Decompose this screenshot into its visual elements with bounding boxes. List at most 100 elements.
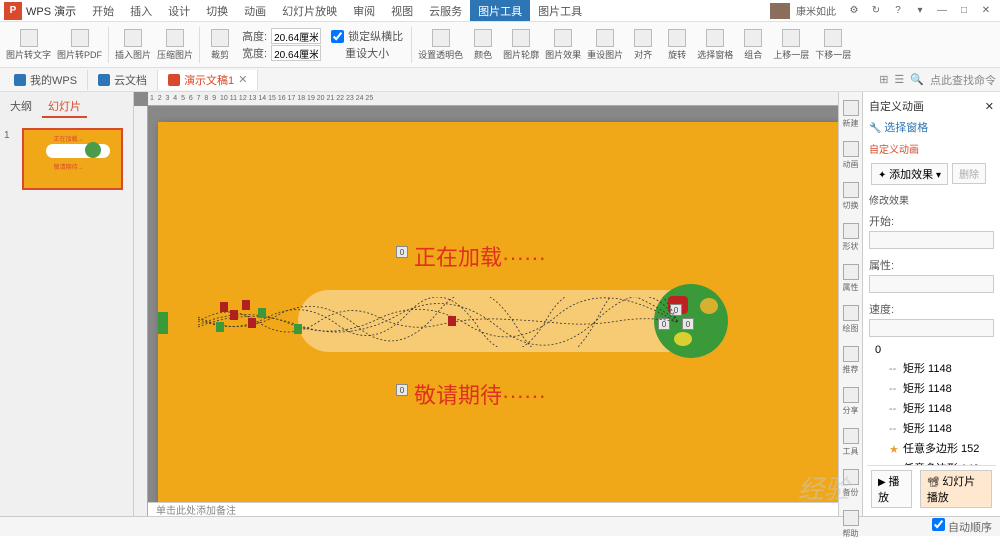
ribbon-重设图片[interactable]: 重设图片 bbox=[585, 27, 625, 63]
outline-tab-outline[interactable]: 大纲 bbox=[4, 96, 38, 118]
path-marker[interactable] bbox=[242, 300, 250, 310]
green-bar bbox=[158, 312, 168, 334]
ribbon-下移一层[interactable]: 下移一层 bbox=[813, 27, 853, 63]
minimize-icon[interactable]: — bbox=[932, 2, 952, 20]
slideshow-tab[interactable]: 📽 幻灯片播放 bbox=[920, 470, 992, 508]
sidebar-帮助[interactable]: 帮助 bbox=[843, 510, 859, 539]
sidebar-属性[interactable]: 属性 bbox=[843, 264, 859, 293]
ribbon-crop[interactable]: 裁剪 bbox=[204, 27, 236, 63]
doc-tab[interactable]: 演示文稿1 ✕ bbox=[158, 70, 258, 90]
auto-order[interactable]: 自动顺序 bbox=[932, 518, 992, 535]
ribbon-颜色[interactable]: 颜色 bbox=[467, 27, 499, 63]
menu-tabs: 开始插入设计切换动画幻灯片放映审阅视图云服务图片工具图片工具 bbox=[84, 0, 590, 21]
add-effect-button[interactable]: ✦ 添加效果 ▾ bbox=[871, 163, 948, 185]
ribbon-图片轮廓[interactable]: 图片轮廓 bbox=[501, 27, 541, 63]
menu-tab-0[interactable]: 开始 bbox=[84, 0, 122, 21]
ribbon-img-to-text[interactable]: 图片转文字 bbox=[4, 27, 53, 63]
sidebar-切换[interactable]: 切换 bbox=[843, 182, 859, 211]
doc-tab[interactable]: 我的WPS bbox=[4, 70, 88, 90]
anim-panel-title: 自定义动画 bbox=[869, 98, 924, 114]
anim-item[interactable]: --矩形 1148 bbox=[867, 398, 996, 418]
ribbon-对齐[interactable]: 对齐 bbox=[627, 27, 659, 63]
width-input[interactable] bbox=[271, 45, 321, 61]
anim-item[interactable]: ★任意多边形 152 bbox=[867, 438, 996, 458]
sync-icon[interactable]: ↻ bbox=[866, 2, 886, 20]
loading-text-1[interactable]: 正在加载······ bbox=[414, 240, 546, 272]
menu-tab-6[interactable]: 审阅 bbox=[345, 0, 383, 21]
sidebar-分享[interactable]: 分享 bbox=[843, 387, 859, 416]
outline-tab-slides[interactable]: 幻灯片 bbox=[42, 96, 87, 118]
sidebar-动画[interactable]: 动画 bbox=[843, 141, 859, 170]
help-icon[interactable]: ? bbox=[888, 2, 908, 20]
ruler-vertical bbox=[134, 106, 148, 516]
ribbon-compress[interactable]: 压缩图片 bbox=[155, 27, 195, 63]
user-avatar[interactable] bbox=[770, 3, 790, 19]
ribbon-选择窗格[interactable]: 选择窗格 bbox=[695, 27, 735, 63]
ribbon-组合[interactable]: 组合 bbox=[737, 27, 769, 63]
main: 大纲 幻灯片 1 正在加载→ 敬请期待→ 1 2 3 4 5 6 7 8 9 1… bbox=[0, 92, 1000, 516]
menu-tab-2[interactable]: 设计 bbox=[160, 0, 198, 21]
slide-canvas[interactable]: 0 正在加载······ 0 0 0 bbox=[158, 122, 838, 516]
menu-tab-7[interactable]: 视图 bbox=[383, 0, 421, 21]
height-input[interactable] bbox=[271, 28, 321, 44]
play-tab[interactable]: ▶ 播放 bbox=[871, 470, 912, 508]
speed-dropdown[interactable] bbox=[869, 319, 994, 337]
anim-item[interactable]: ★任意多边形 149 bbox=[867, 458, 996, 465]
path-marker[interactable] bbox=[216, 322, 224, 332]
ribbon-insert-img[interactable]: 插入图片 bbox=[113, 27, 153, 63]
lock-ratio[interactable]: 锁定纵横比 bbox=[331, 28, 403, 44]
path-marker[interactable] bbox=[258, 308, 266, 318]
search-hint[interactable]: 点此查找命令 bbox=[930, 72, 996, 88]
ribbon-img-to-pdf[interactable]: 图片转PDF bbox=[55, 27, 104, 63]
start-dropdown[interactable] bbox=[869, 231, 994, 249]
titlebar: P WPS 演示 开始插入设计切换动画幻灯片放映审阅视图云服务图片工具图片工具 … bbox=[0, 0, 1000, 22]
sidebar-新建[interactable]: 新建 bbox=[843, 100, 859, 129]
titlebar-right: 康米如此 ⚙ ↻ ? ▾ — □ ✕ bbox=[770, 2, 1000, 20]
menu-tab-5[interactable]: 幻灯片放映 bbox=[274, 0, 345, 21]
menu-tab-9[interactable]: 图片工具 bbox=[470, 0, 530, 21]
loading-text-2[interactable]: 敬请期待······ bbox=[414, 378, 546, 410]
app-icon: P bbox=[4, 2, 22, 20]
sidebar-推荐[interactable]: 推荐 bbox=[843, 346, 859, 375]
menu-icon[interactable]: ▾ bbox=[910, 2, 930, 20]
maximize-icon[interactable]: □ bbox=[954, 2, 974, 20]
settings-icon[interactable]: ⚙ bbox=[844, 2, 864, 20]
canvas-area[interactable]: 1 2 3 4 5 6 7 8 9 10 11 12 13 14 15 16 1… bbox=[134, 92, 838, 516]
anim-badge: 0 bbox=[396, 384, 408, 396]
path-marker[interactable] bbox=[230, 310, 238, 320]
anim-item[interactable]: --矩形 1148 bbox=[867, 378, 996, 398]
path-marker[interactable] bbox=[448, 316, 456, 326]
select-pane-link[interactable]: 🔧 选择窗格 bbox=[867, 116, 996, 138]
grid-icon[interactable]: ⊞ bbox=[879, 73, 888, 86]
custom-anim-label: 自定义动画 bbox=[867, 138, 996, 159]
list-icon[interactable]: ☰ bbox=[894, 73, 904, 86]
path-marker[interactable] bbox=[220, 302, 228, 312]
animation-list[interactable]: 0--矩形 1148--矩形 1148--矩形 1148--矩形 1148★任意… bbox=[867, 342, 996, 465]
sidebar-绘图[interactable]: 绘图 bbox=[843, 305, 859, 334]
menu-tab-3[interactable]: 切换 bbox=[198, 0, 236, 21]
menu-tab-10[interactable]: 图片工具 bbox=[530, 0, 590, 21]
doc-tab[interactable]: 云文档 bbox=[88, 70, 158, 90]
height-label: 高度: bbox=[242, 28, 267, 44]
ribbon-设置透明色[interactable]: 设置透明色 bbox=[416, 27, 465, 63]
anim-item[interactable]: --矩形 1148 bbox=[867, 418, 996, 438]
anim-item[interactable]: --矩形 1148 bbox=[867, 358, 996, 378]
sidebar-形状[interactable]: 形状 bbox=[843, 223, 859, 252]
sidebar-工具[interactable]: 工具 bbox=[843, 428, 859, 457]
ribbon-上移一层[interactable]: 上移一层 bbox=[771, 27, 811, 63]
ribbon-旋转[interactable]: 旋转 bbox=[661, 27, 693, 63]
delete-button[interactable]: 删除 bbox=[952, 163, 986, 184]
sidebar-备份[interactable]: 备份 bbox=[843, 469, 859, 498]
prop-dropdown[interactable] bbox=[869, 275, 994, 293]
close-panel-icon[interactable]: ✕ bbox=[985, 100, 994, 113]
slide-thumbnail-1[interactable]: 正在加载→ 敬请期待→ bbox=[22, 128, 123, 190]
menu-tab-4[interactable]: 动画 bbox=[236, 0, 274, 21]
ribbon-图片效果[interactable]: 图片效果 bbox=[543, 27, 583, 63]
close-icon[interactable]: ✕ bbox=[976, 2, 996, 20]
path-marker[interactable] bbox=[294, 324, 302, 334]
path-marker[interactable] bbox=[248, 318, 256, 328]
menu-tab-8[interactable]: 云服务 bbox=[421, 0, 470, 21]
menu-tab-1[interactable]: 插入 bbox=[122, 0, 160, 21]
reset-size[interactable]: 重设大小 bbox=[345, 45, 389, 61]
notes-bar[interactable]: 单击此处添加备注 bbox=[148, 502, 838, 516]
